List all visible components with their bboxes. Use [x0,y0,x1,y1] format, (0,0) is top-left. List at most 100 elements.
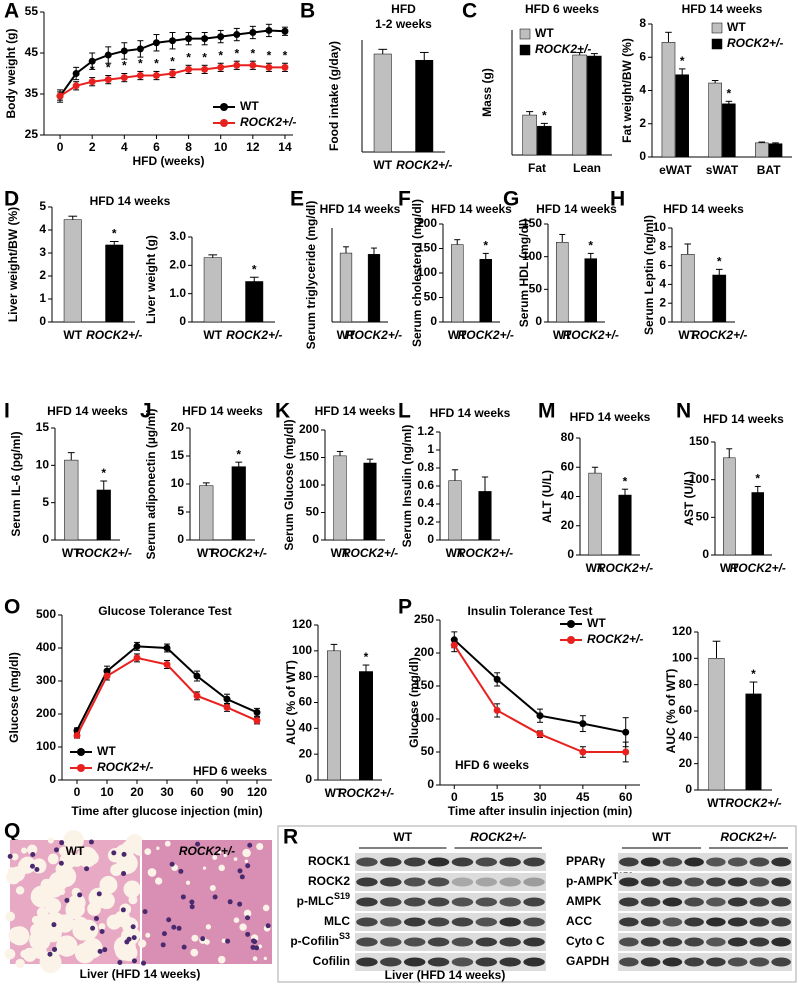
y-tick-label: 0.6 [417,478,434,492]
y-tick-label: 150 [299,450,319,464]
caption: Liver (HFD 14 weeks) [80,967,201,981]
data-point [185,65,193,73]
blot-band [727,917,748,927]
y-tick-label: 2.0 [169,258,186,272]
nucleus [212,894,218,900]
blot-band [475,897,498,907]
lipid-droplet [242,848,251,858]
blot-band [403,957,426,967]
significance-mark: * [542,109,547,123]
x-tick-label: 12 [246,140,260,154]
data-point [120,47,128,55]
nucleus [180,894,186,900]
blot-strip [355,913,546,931]
data-point [88,78,96,86]
image-label: WT [66,844,85,858]
row-label: Cyto C [566,934,605,948]
blot-band [523,957,545,967]
x-tick-label: WT [337,328,356,342]
y-tick-label: 10 [171,476,185,490]
nucleus [29,863,35,869]
y-tick-label: 55 [25,4,39,18]
data-point [72,82,80,90]
significance-mark: * [186,50,191,64]
legend-marker [220,119,228,127]
y-tick-label: 150 [522,216,542,230]
x-tick-label: ROCK2+/- [338,786,394,800]
significance-mark: * [122,59,127,73]
data-point [536,712,544,720]
nucleus [161,931,167,937]
blot-band [499,877,521,887]
data-point [152,72,160,80]
row-label: ACC [566,914,592,928]
blot-band [619,917,639,927]
data-point [249,61,257,69]
y-axis-label: Serum cholesterol (mg/dl) [410,199,424,347]
row-name: PPARγ [566,854,605,868]
data-point [253,717,261,725]
row-label: MLC [324,914,350,928]
significance-mark: * [218,48,223,62]
y-tick-label: 0.2 [417,514,434,528]
lipid-droplet [202,866,207,870]
x-axis-label: HFD (weeks) [132,154,204,168]
y-tick-label: 100 [672,651,692,665]
lipid-droplet [56,935,78,957]
y-tick-label: 0.8 [417,460,434,474]
bar [661,42,676,158]
blot-band [523,877,545,887]
blot-band [727,877,748,887]
legend-marker [77,764,85,772]
x-tick-label: Fat [528,161,546,175]
significance-mark: * [252,262,257,276]
y-tick-label: 50 [696,510,710,524]
nucleus [117,960,123,966]
y-axis-label: Glucose (mg/dl) [7,652,21,743]
bar [572,54,587,156]
row-label: p-MLCS19 [297,891,350,908]
blot-band [684,917,704,927]
bar [478,491,492,541]
significance-mark: * [623,474,628,488]
y-tick-label: 4 [39,222,46,236]
blot-band [523,857,545,867]
y-tick-label: 5 [177,504,184,518]
x-tick-label: Lean [573,161,601,175]
nucleus [252,939,258,945]
y-tick-label: 200 [417,216,437,230]
blot-band [380,857,402,867]
legend-label: ROCK2+/- [535,42,591,56]
x-tick-label: 30 [533,790,547,804]
lipid-droplet [65,901,84,920]
x-tick-label: 0 [451,790,458,804]
panel-letter: B [300,0,315,23]
significance-mark: * [234,46,239,60]
data-point [536,730,544,738]
y-tick-label: 6 [639,49,646,63]
blot-band [499,957,521,967]
blot-band [706,857,726,867]
bar [479,259,492,323]
bar [96,489,111,541]
significance-mark: * [236,447,241,461]
blot-strip [355,853,546,871]
blot-frame [277,825,797,983]
chart-title: HFD 14 weeks [47,404,128,418]
x-tick-label: ROCK2+/- [458,328,514,342]
lipid-droplet [76,846,98,868]
nucleus [245,863,251,869]
blot-band [619,857,639,867]
x-tick-label: ROCK2+/- [396,158,452,172]
x-tick-label: 60 [190,785,204,799]
blot-band [684,897,704,907]
data-point [217,63,225,71]
lipid-droplet [84,952,94,962]
lipid-droplet [99,875,118,894]
nucleus [88,839,94,845]
x-tick-label: ROCK2+/- [76,546,132,560]
lipid-droplet [59,852,77,869]
lipid-droplet [20,847,28,854]
chart-title: 1-2 weeks [375,17,432,31]
data-point [163,661,171,668]
